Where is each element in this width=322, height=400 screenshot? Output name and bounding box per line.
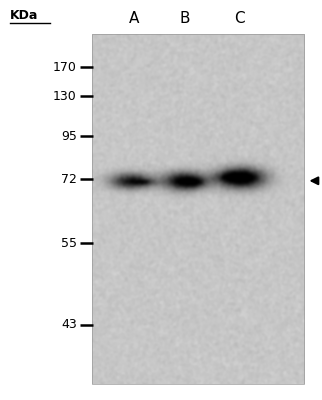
Bar [92, 34, 304, 384]
Text: C: C [235, 11, 245, 26]
Text: 130: 130 [53, 90, 77, 102]
Text: 55: 55 [61, 237, 77, 250]
Text: 43: 43 [61, 318, 77, 331]
Text: A: A [128, 11, 139, 26]
Text: 72: 72 [61, 173, 77, 186]
Text: 95: 95 [61, 130, 77, 142]
Text: 170: 170 [53, 61, 77, 74]
Text: KDa: KDa [10, 9, 38, 22]
Text: B: B [180, 11, 190, 26]
